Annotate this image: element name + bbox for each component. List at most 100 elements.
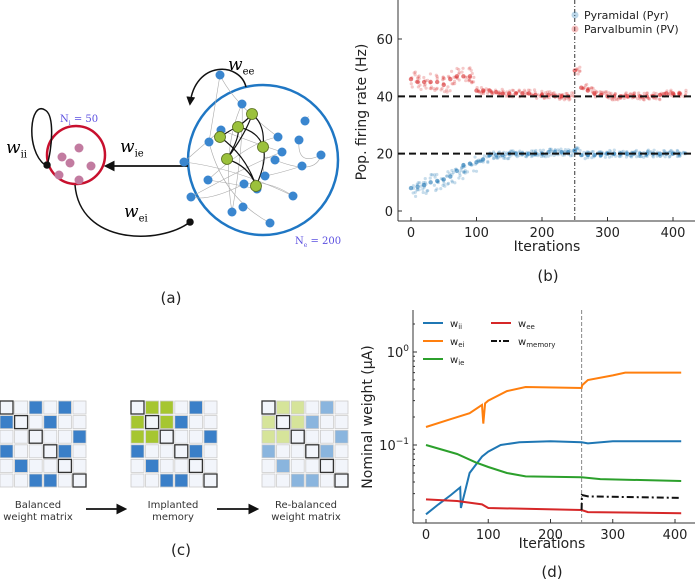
data-point-sample	[508, 89, 512, 93]
x-tick-label: 0	[422, 528, 430, 543]
matrix-cell	[130, 415, 145, 430]
data-point-sample	[524, 154, 528, 159]
data-point-sample	[421, 187, 425, 191]
pyramidal-neuron	[238, 202, 248, 212]
ni-value: = 50	[70, 114, 99, 125]
data-point-sample	[475, 85, 479, 90]
data-point-sample	[531, 149, 535, 153]
wii-subscript: ii	[20, 149, 27, 161]
data-point-sample	[457, 72, 461, 76]
weight-matrix	[130, 400, 218, 488]
data-point-sample	[463, 168, 467, 173]
matrix-cell	[28, 458, 43, 473]
data-point-sample	[628, 92, 632, 96]
data-point-sample	[430, 173, 434, 177]
data-point-sample	[600, 92, 604, 96]
data-point-sample	[530, 154, 535, 158]
matrix-cell	[58, 429, 72, 444]
matrix-cell	[130, 429, 145, 444]
data-point-sample	[478, 160, 482, 164]
data-point-sample	[549, 153, 553, 157]
data-point-sample	[441, 75, 445, 79]
data-point-sample	[574, 150, 578, 154]
data-point-sample	[514, 90, 518, 95]
panel-label-b: (b)	[537, 267, 559, 285]
synapse-edge	[220, 129, 283, 153]
data-point-sample	[562, 149, 566, 154]
data-point-sample	[678, 154, 682, 158]
data-point-sample	[518, 149, 522, 153]
matrix-cell	[28, 400, 43, 415]
synapse-edge	[264, 165, 303, 177]
data-point-sample	[652, 96, 656, 100]
data-point-sample	[418, 83, 422, 87]
data-point-sample	[514, 153, 518, 158]
data-point-sample	[476, 89, 480, 94]
data-point-sample	[678, 91, 683, 95]
data-point	[520, 91, 525, 96]
data-point-sample	[646, 149, 650, 153]
data-point-sample	[575, 67, 580, 71]
data-point-sample	[616, 98, 620, 102]
matrix-cell	[0, 429, 14, 444]
matrix-cell	[159, 473, 174, 488]
data-point-sample	[567, 98, 571, 102]
data-point-sample	[490, 91, 494, 95]
panel-label-d: (d)	[541, 563, 563, 581]
memory-neuron	[214, 131, 226, 143]
data-point-sample	[469, 68, 473, 73]
data-point-sample	[457, 176, 461, 180]
data-point-sample	[576, 72, 580, 76]
data-point-sample	[514, 150, 519, 154]
data-point	[526, 91, 532, 96]
legend-label: Pyramidal (Pyr)	[584, 9, 669, 22]
data-point-sample	[475, 159, 479, 163]
matrix-cell	[0, 444, 14, 459]
matrix-diagonal-cell	[144, 414, 160, 430]
pyramidal-neuron	[260, 171, 270, 181]
data-point-sample	[634, 155, 639, 159]
data-point-sample	[541, 148, 545, 152]
data-point-sample	[472, 75, 476, 79]
pv-neuron	[74, 175, 84, 185]
data-point-sample	[626, 95, 630, 99]
data-point	[461, 74, 466, 79]
pyramidal-neuron	[316, 150, 326, 160]
matrix-cell	[261, 458, 276, 473]
data-point-sample	[439, 186, 443, 191]
data-point	[428, 180, 433, 185]
data-point	[585, 88, 591, 93]
data-point-sample	[558, 97, 562, 101]
data-point-sample	[552, 91, 556, 95]
matrix-cell	[174, 473, 189, 488]
data-point-sample	[536, 154, 540, 158]
data-point-sample	[461, 170, 466, 174]
data-point	[421, 183, 427, 188]
data-point-sample	[654, 91, 658, 96]
data-point-sample	[515, 155, 519, 159]
synapse-edge	[207, 136, 279, 181]
matrix-cell	[319, 444, 334, 459]
data-point-sample	[586, 86, 590, 90]
data-point-sample	[491, 92, 495, 96]
series-line-wie	[425, 444, 682, 482]
data-point-sample	[637, 91, 641, 95]
ne-subscript: e	[303, 242, 308, 249]
data-point-sample	[580, 153, 584, 158]
data-point	[624, 151, 630, 156]
data-point-sample	[590, 150, 594, 154]
data-point-sample	[494, 155, 499, 159]
matrix-cell	[203, 400, 218, 415]
data-point-sample	[593, 89, 597, 93]
data-point-sample	[523, 90, 527, 94]
data-point-sample	[514, 91, 518, 95]
data-point-sample	[468, 66, 472, 70]
data-point-sample	[507, 156, 511, 161]
data-point-sample	[445, 174, 449, 178]
data-point-sample	[595, 90, 599, 94]
matrix-cell	[319, 429, 334, 444]
data-point-sample	[498, 90, 502, 95]
data-point-sample	[619, 96, 623, 100]
data-point-sample	[508, 154, 512, 158]
data-point-sample	[659, 91, 664, 95]
